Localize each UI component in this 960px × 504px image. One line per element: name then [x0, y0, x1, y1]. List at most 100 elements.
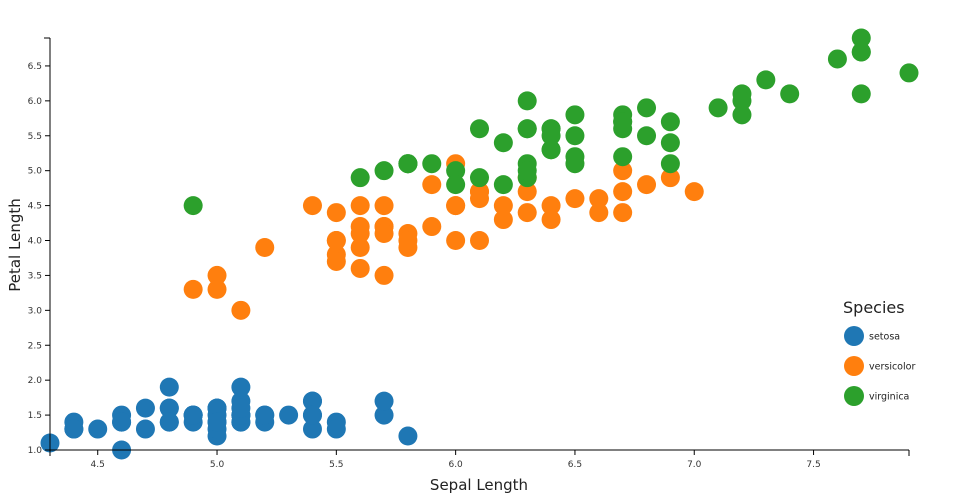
x-tick-label: 4.5	[91, 460, 105, 470]
data-point-versicolor	[446, 231, 466, 251]
data-point-setosa	[112, 412, 132, 432]
data-point-virginica	[470, 119, 489, 139]
data-point-setosa	[88, 419, 108, 439]
data-point-virginica	[374, 161, 394, 181]
y-tick-label: 2.5	[28, 341, 42, 351]
data-point-virginica	[851, 84, 871, 104]
data-point-virginica	[517, 91, 537, 111]
data-point-virginica	[660, 112, 680, 132]
x-tick-label: 6.0	[448, 460, 463, 470]
data-point-versicolor	[517, 203, 537, 223]
data-point-versicolor	[493, 196, 513, 216]
data-point-virginica	[637, 126, 657, 146]
data-point-versicolor	[302, 196, 322, 216]
y-tick-label: 1.5	[28, 411, 42, 421]
x-tick-label: 7.5	[806, 460, 820, 470]
y-tick-label: 6.0	[28, 97, 43, 107]
data-point-virginica	[660, 133, 680, 153]
data-point-versicolor	[326, 203, 346, 223]
data-point-versicolor	[326, 251, 346, 271]
data-point-versicolor	[350, 237, 370, 257]
legend-marker-setosa	[844, 326, 864, 346]
y-tick-label: 6.5	[28, 62, 42, 72]
axes	[44, 37, 910, 456]
data-point-virginica	[493, 175, 513, 195]
y-tick-label: 4.0	[28, 237, 43, 247]
data-point-setosa	[326, 419, 346, 439]
data-point-versicolor	[660, 168, 680, 188]
data-point-setosa	[231, 377, 251, 397]
data-point-versicolor	[374, 265, 394, 285]
data-point-virginica	[613, 112, 633, 132]
data-point-virginica	[350, 168, 370, 188]
data-point-setosa	[398, 426, 418, 446]
data-point-versicolor	[207, 265, 227, 285]
legend-label-versicolor: versicolor	[869, 362, 915, 373]
legend-marker-versicolor	[844, 356, 864, 376]
data-point-setosa	[159, 377, 179, 397]
data-point-versicolor	[517, 182, 537, 202]
data-point-setosa	[279, 405, 299, 425]
data-point-versicolor	[422, 175, 442, 195]
data-point-virginica	[183, 196, 203, 216]
data-point-virginica	[827, 49, 847, 69]
data-point-versicolor	[613, 161, 633, 181]
data-point-virginica	[517, 119, 537, 139]
data-point-setosa	[374, 405, 394, 425]
legend-title: Species	[843, 298, 905, 317]
data-point-versicolor	[326, 231, 346, 251]
data-point-versicolor	[374, 196, 394, 216]
data-point-versicolor	[446, 196, 466, 216]
ticks: 4.5 5.0 5.5 6.0 6.5 7.0 7.5 1.0 1.5 2.0 2.5 3.0 3.5 4…	[28, 62, 821, 470]
data-point-versicolor	[183, 279, 203, 299]
x-tick-label: 7.0	[687, 460, 702, 470]
data-point-versicolor	[350, 196, 370, 216]
data-point-virginica	[398, 154, 418, 174]
data-point-virginica	[851, 42, 871, 62]
data-point-setosa	[231, 398, 251, 418]
legend-label-setosa: setosa	[869, 332, 900, 343]
y-tick-label: 2.0	[28, 376, 43, 386]
data-point-versicolor	[350, 217, 370, 237]
data-point-versicolor	[255, 237, 275, 257]
data-point-versicolor	[613, 182, 633, 202]
data-point-virginica	[565, 147, 585, 167]
data-point-virginica	[470, 168, 489, 188]
legend-label-virginica: virginica	[869, 392, 909, 403]
y-tick-label: 5.5	[28, 132, 42, 142]
data-point-virginica	[446, 175, 466, 195]
data-point-setosa	[207, 398, 227, 418]
data-point-setosa	[302, 419, 322, 439]
data-point-virginica	[637, 98, 657, 118]
data-point-versicolor	[470, 231, 489, 251]
data-point-setosa	[207, 412, 227, 432]
series-versicolor	[183, 154, 704, 320]
data-point-versicolor	[493, 210, 513, 230]
data-point-virginica	[493, 133, 513, 153]
data-point-versicolor	[231, 300, 251, 320]
data-point-setosa	[159, 412, 179, 432]
data-point-setosa	[183, 405, 203, 425]
data-point-versicolor	[541, 196, 561, 216]
data-point-virginica	[541, 126, 561, 146]
data-point-virginica	[899, 63, 919, 83]
data-point-virginica	[541, 140, 561, 160]
legend: Species setosa versicolor virginica	[843, 298, 915, 406]
data-point-versicolor	[589, 203, 609, 223]
series-setosa	[40, 377, 418, 460]
data-point-virginica	[780, 84, 800, 104]
data-point-setosa	[374, 391, 394, 411]
data-point-virginica	[732, 105, 752, 125]
data-point-versicolor	[565, 189, 585, 209]
series-virginica	[183, 28, 919, 216]
data-point-virginica	[517, 161, 537, 181]
data-point-setosa	[64, 419, 84, 439]
data-point-setosa	[255, 405, 275, 425]
data-point-versicolor	[207, 279, 227, 299]
y-tick-label: 1.0	[28, 446, 43, 456]
data-point-virginica	[660, 154, 680, 174]
data-point-setosa	[135, 398, 155, 418]
data-point-versicolor	[684, 182, 704, 202]
data-point-setosa	[159, 398, 179, 418]
data-point-virginica	[422, 154, 442, 174]
